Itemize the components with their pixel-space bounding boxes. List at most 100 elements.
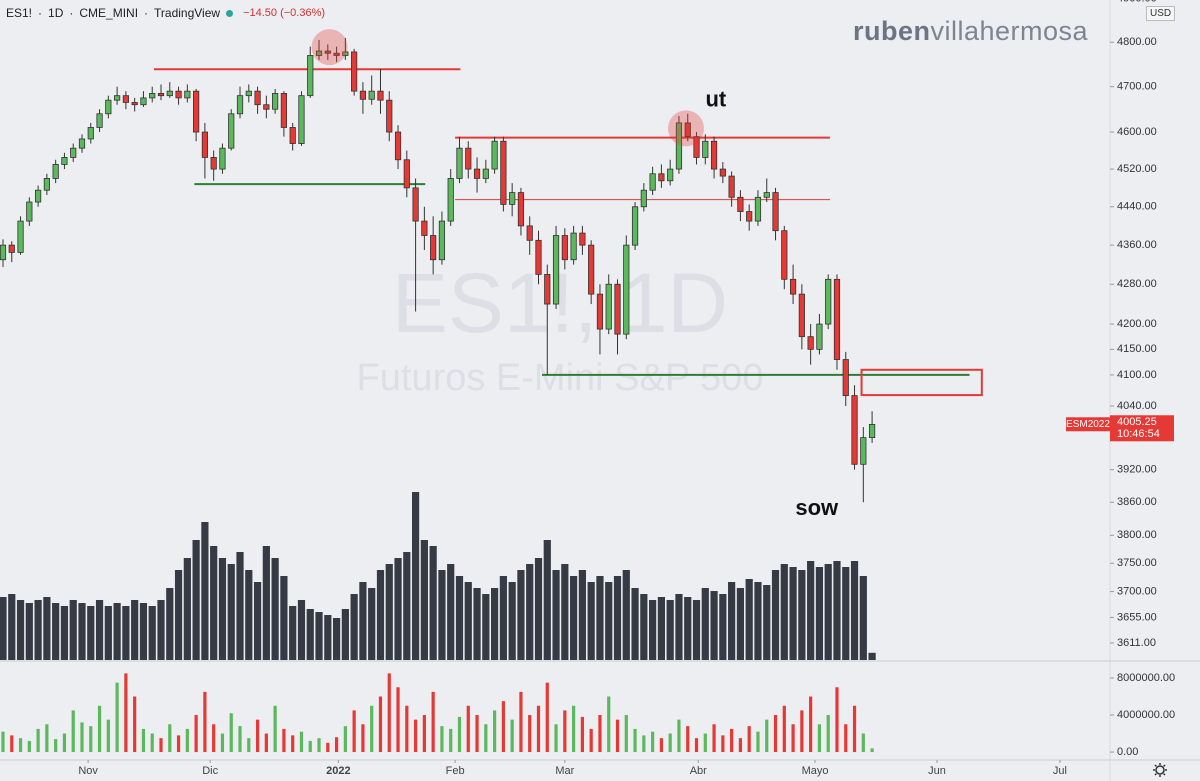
lower-bar	[168, 724, 172, 753]
lower-bar	[554, 724, 558, 753]
candle-body	[500, 140, 507, 205]
y-tick-label: 4280.00	[1117, 278, 1157, 290]
volume-bar	[245, 570, 253, 660]
symbol[interactable]: ES1!	[6, 6, 33, 20]
lower-bar	[80, 722, 84, 753]
lower-bar	[27, 740, 31, 753]
lower-bar	[694, 738, 699, 753]
volume-bar	[0, 597, 7, 660]
y-tick-label: 3860.00	[1117, 496, 1157, 508]
volume-bar	[780, 564, 788, 660]
lower-bar	[651, 731, 655, 753]
volume-bar	[798, 570, 806, 660]
lower-bar	[624, 715, 628, 753]
candle-body	[280, 93, 288, 128]
logo: rubenvillahermosa	[853, 16, 1088, 47]
volume-bar	[306, 609, 314, 660]
x-tick-label: 2022	[326, 765, 350, 777]
volume-bar	[60, 606, 69, 660]
candle-body	[114, 95, 121, 101]
lower-bar	[457, 716, 462, 753]
candle-body	[807, 336, 814, 350]
volume-bar	[385, 564, 393, 660]
volume-bar	[850, 561, 859, 660]
lower-bar	[133, 696, 137, 753]
highlight-circle	[311, 29, 348, 66]
volume-bar	[341, 609, 349, 660]
lower-bar	[255, 719, 260, 753]
lower-bar	[563, 710, 567, 753]
volume-bar	[16, 600, 25, 660]
candle-body	[236, 95, 244, 115]
candle-body	[149, 93, 156, 99]
volume-bar	[315, 612, 323, 660]
lower-bar	[45, 724, 49, 753]
candle-body	[368, 90, 375, 100]
countdown: 10:46:54	[1117, 428, 1160, 440]
volume-bar	[666, 600, 674, 660]
candle-body	[605, 283, 612, 330]
candle-body	[0, 244, 7, 261]
y-tick-label: 3750.00	[1117, 557, 1157, 569]
volume-bar	[104, 606, 112, 660]
x-tick-label: Jun	[928, 765, 946, 777]
candle-body	[52, 164, 59, 179]
candle-body	[430, 235, 437, 261]
volume-bar	[701, 588, 709, 660]
watermark-symbol: ES1!, 1D	[392, 256, 728, 350]
candle-body	[798, 293, 805, 338]
volume-bar	[447, 564, 455, 660]
candle-body	[851, 395, 858, 465]
candle-body	[175, 90, 182, 99]
candle-body	[359, 90, 367, 100]
volume-bar	[236, 552, 244, 660]
candle-body	[596, 293, 604, 330]
volume-bar	[95, 600, 104, 660]
lower-bar	[510, 719, 514, 753]
lower-bar	[18, 738, 23, 753]
y-tick-label: 3655.00	[1117, 611, 1157, 623]
candle-body	[403, 159, 410, 189]
logo-light: villahermosa	[930, 16, 1089, 46]
volume-bar	[429, 546, 437, 660]
settings-icon[interactable]	[1153, 763, 1167, 777]
volume-bar	[763, 585, 771, 660]
y-tick-label: 4600.00	[1117, 126, 1157, 138]
currency[interactable]: USD	[1146, 6, 1176, 21]
candle-body	[649, 173, 656, 191]
contract-tag-bg	[1066, 417, 1110, 432]
x-tick-label: Feb	[446, 765, 465, 777]
candle-body	[517, 192, 525, 227]
candle-body	[833, 278, 841, 360]
volume-bar	[438, 570, 446, 660]
candle-body	[386, 99, 393, 133]
candle-body	[298, 95, 305, 144]
logo-bold: ruben	[853, 16, 931, 46]
lower-bar	[71, 710, 75, 753]
lower-bar	[747, 726, 751, 753]
volume-bar	[157, 600, 165, 660]
volume-bar	[605, 582, 613, 660]
volume-bar	[192, 540, 200, 660]
interval[interactable]: 1D	[48, 6, 64, 20]
candle-body	[315, 50, 323, 56]
lower-bar	[299, 731, 304, 753]
volume-bar	[807, 561, 815, 660]
lower-bar	[466, 705, 470, 753]
lower-bar	[194, 715, 198, 753]
volume-bar	[113, 603, 121, 660]
candle-body	[8, 244, 15, 253]
lower-bar	[475, 715, 479, 753]
volume-bar	[868, 652, 876, 660]
lower-bar	[405, 705, 409, 753]
lower-bar	[89, 726, 93, 753]
lower-bar	[782, 705, 786, 753]
lower-bar	[756, 731, 760, 753]
candle-body	[122, 95, 129, 103]
volume-bar	[464, 582, 472, 660]
y-tick-label: 3700.00	[1117, 585, 1157, 597]
lower-bar	[326, 742, 330, 753]
lower-bar	[484, 724, 488, 753]
candle-body	[87, 127, 94, 140]
